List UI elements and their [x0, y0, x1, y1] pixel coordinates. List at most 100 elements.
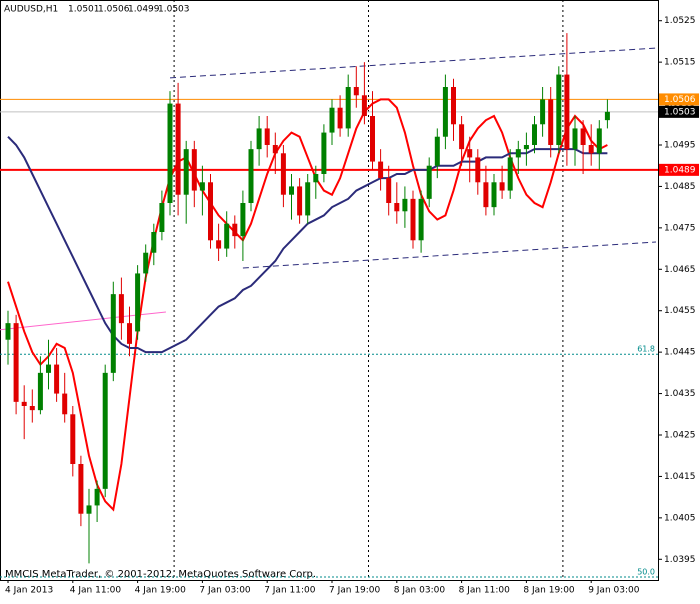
candle-body	[548, 99, 554, 145]
x-tick-label: 4 Jan 2013	[5, 586, 53, 596]
candle-body	[596, 128, 602, 154]
x-tick-label: 8 Jan 03:00	[394, 586, 446, 596]
x-tick-label: 7 Jan 19:00	[329, 586, 381, 596]
candle-body	[208, 182, 213, 241]
price-box-label: 1.0506	[664, 95, 696, 105]
y-tick-label: 1.0455	[664, 306, 696, 316]
candle-body	[410, 198, 416, 241]
candle-body	[54, 364, 60, 394]
candle-body	[305, 182, 311, 216]
x-tick-label: 4 Jan 11:00	[70, 586, 122, 596]
y-tick-label: 1.0465	[664, 265, 696, 275]
price-box-label: 1.0503	[664, 107, 696, 117]
candle-body	[572, 128, 578, 150]
candle-body	[434, 136, 440, 166]
price-box-label: 1.0489	[664, 165, 696, 175]
candle-body	[21, 401, 27, 406]
candle-body	[507, 157, 513, 191]
candle-body	[370, 116, 375, 162]
candle-body	[556, 74, 562, 145]
ohlc-low: 1.0499	[128, 5, 160, 15]
candle-body	[118, 294, 124, 324]
candle-body	[345, 87, 351, 129]
candle-body	[183, 149, 189, 195]
candle-body	[467, 149, 473, 158]
watermark: MMCIS MetaTrader, © 2001-2012, MetaQuote…	[5, 569, 316, 580]
candle-body	[418, 198, 424, 241]
candle-body	[329, 107, 335, 133]
candle-body	[289, 186, 294, 195]
candle-body	[46, 364, 51, 373]
candle-body	[248, 149, 254, 203]
candle-body	[159, 203, 165, 232]
y-tick-label: 1.0485	[664, 182, 696, 192]
candle-body	[13, 323, 19, 402]
candle-body	[499, 182, 505, 191]
symbol: AUDUSD,H1	[4, 5, 58, 15]
candle-body	[442, 87, 448, 137]
y-tick-label: 1.0525	[664, 16, 696, 26]
candle-body	[297, 186, 303, 216]
candle-body	[353, 87, 359, 96]
header: AUDUSD,H1 1.0501 1.0506 1.0499 1.0503	[4, 5, 190, 15]
candle-body	[78, 464, 84, 514]
y-tick-label: 1.0445	[664, 348, 696, 358]
candle-body	[37, 372, 43, 411]
price-box	[659, 93, 699, 106]
candle-body	[29, 406, 35, 411]
candle-body	[199, 182, 205, 191]
candle-body	[515, 149, 521, 158]
candle-body	[483, 182, 489, 208]
x-tick-label: 7 Jan 03:00	[199, 586, 251, 596]
y-tick-label: 1.0425	[664, 431, 696, 441]
candle-body	[240, 203, 246, 237]
candle-body	[175, 103, 181, 195]
candle-body	[191, 149, 197, 191]
y-tick-label: 1.0405	[664, 513, 696, 523]
candle-body	[151, 232, 157, 253]
candle-body	[256, 128, 262, 150]
fib-label: 50.0	[637, 568, 655, 577]
candle-body	[102, 372, 108, 489]
candle-body	[62, 393, 68, 415]
candle-body	[451, 87, 456, 125]
candle-body	[540, 99, 546, 125]
candle-body	[386, 178, 392, 203]
x-tick-label: 4 Jan 19:00	[135, 586, 187, 596]
candle-body	[361, 95, 367, 116]
candle-body	[86, 505, 92, 514]
candle-body	[378, 161, 384, 179]
candle-body	[224, 223, 230, 249]
y-tick-label: 1.0415	[664, 472, 696, 482]
x-tick-label: 7 Jan 11:00	[264, 586, 316, 596]
candle-body	[459, 124, 465, 150]
candle-body	[313, 174, 319, 183]
candle-body	[272, 145, 278, 154]
candle-body	[580, 128, 586, 145]
indicator-line	[7, 98, 608, 512]
x-tick-label: 9 Jan 03:00	[588, 586, 640, 596]
candle-body	[564, 74, 570, 150]
candle-body	[337, 107, 343, 129]
candle-body	[232, 223, 238, 237]
y-tick-label: 1.0475	[664, 223, 696, 233]
fib-label: 61.8	[637, 345, 655, 354]
price-box	[659, 105, 699, 118]
price-box	[659, 163, 699, 176]
candle-body	[127, 323, 132, 344]
candle-body	[135, 273, 141, 332]
candle-body	[110, 294, 116, 373]
candle-body	[70, 414, 76, 464]
plot-frame	[0, 0, 659, 581]
candle-body	[143, 252, 149, 274]
y-tick-label: 1.0515	[664, 58, 696, 68]
candle-body	[264, 128, 270, 145]
candle-body	[588, 145, 594, 154]
candle-body	[523, 145, 529, 150]
ohlc-open: 1.0501	[68, 5, 100, 15]
candle-body	[604, 111, 610, 121]
trendline	[242, 241, 657, 269]
ohlc-close: 1.0503	[158, 5, 190, 15]
